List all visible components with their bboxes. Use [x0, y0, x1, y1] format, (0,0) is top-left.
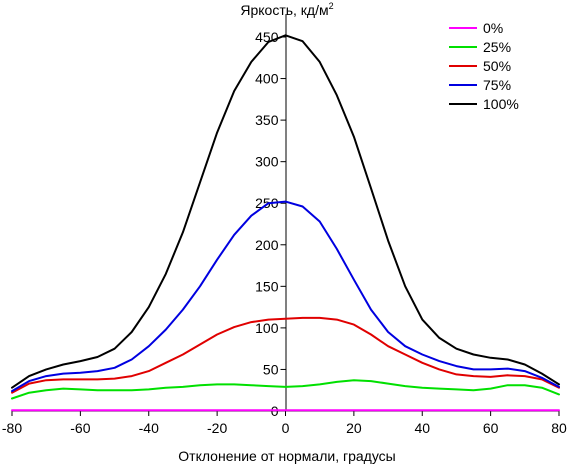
x-tick-label: 20: [346, 420, 362, 436]
y-tick-label: 100: [255, 320, 279, 336]
legend-label: 0%: [483, 20, 503, 36]
x-tick-label: 60: [483, 420, 499, 436]
series-lines: [11, 34, 560, 412]
series-line: [11, 379, 560, 400]
legend-label: 50%: [483, 58, 511, 74]
series-line: [11, 200, 560, 393]
x-tick-label: -40: [139, 420, 159, 436]
y-axis-label: Яркость, кд/м2: [240, 1, 333, 18]
y-tick-label: 350: [255, 112, 279, 128]
series-line: [11, 34, 560, 389]
series-line: [11, 316, 560, 394]
legend-label: 75%: [483, 77, 511, 93]
y-axis-label-superscript: 2: [329, 1, 334, 11]
y-tick-label: 400: [255, 71, 279, 87]
x-tick-label: 0: [282, 420, 290, 436]
x-axis-label: Отклонение от нормали, градусы: [178, 448, 395, 464]
legend-label: 25%: [483, 39, 511, 55]
legend: 0% 25% 50% 75% 100%: [449, 20, 519, 112]
y-tick-label: 150: [255, 278, 279, 294]
x-tick-label: -60: [70, 420, 90, 436]
y-tick-label: 300: [255, 154, 279, 170]
x-tick-label: -80: [2, 420, 22, 436]
x-tick-label: 40: [414, 420, 430, 436]
y-tick-label: 50: [263, 361, 279, 377]
legend-label: 100%: [483, 96, 519, 112]
x-tick-label: 80: [551, 420, 567, 436]
x-tick-label: -20: [207, 420, 227, 436]
y-tick-label: 200: [255, 237, 279, 253]
x-axis-ticks: -80 -60 -40 -20 0 20 40 60 80: [2, 411, 567, 436]
